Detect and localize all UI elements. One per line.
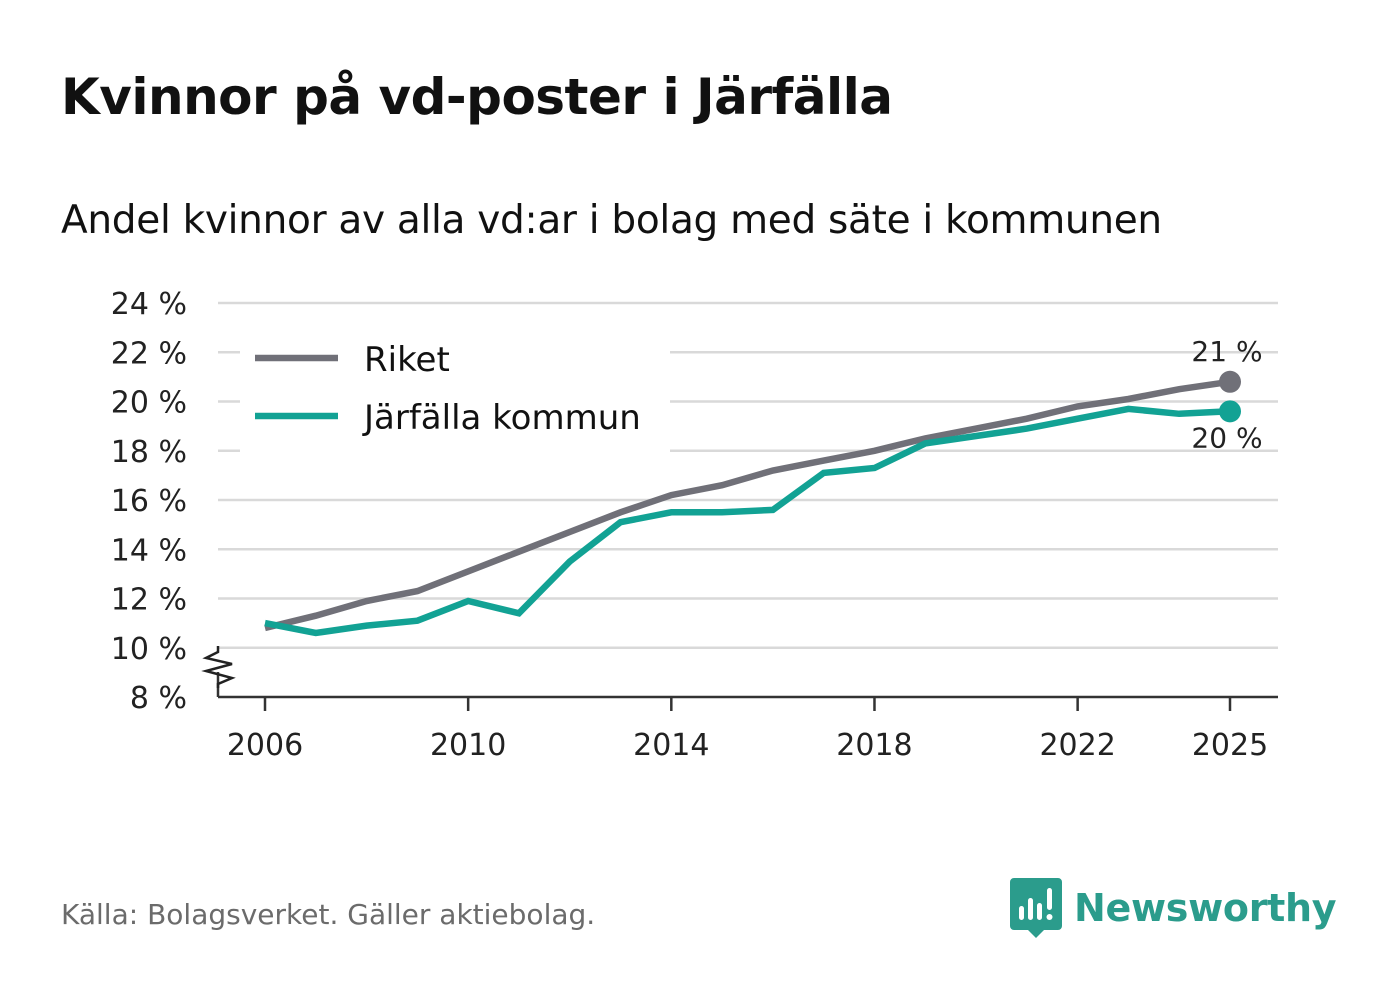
x-tick-label: 2025 <box>1192 728 1268 763</box>
series-lines <box>264 370 1241 637</box>
x-axis-ticks: 2006 2010 2014 2018 2022 2025 <box>227 697 1268 763</box>
axes <box>201 646 1278 699</box>
end-label-jarfalla: 20 % <box>1191 421 1262 454</box>
chart-title: Kvinnor på vd-poster i Järfälla <box>61 68 893 126</box>
x-tick-label: 2018 <box>836 728 912 763</box>
end-point-riket <box>1219 370 1241 393</box>
y-tick-label: 14 % <box>111 533 187 568</box>
axis-break-icon <box>201 646 236 688</box>
y-tick-label: 12 % <box>111 583 187 618</box>
end-label-riket: 21 % <box>1191 335 1262 368</box>
x-tick-label: 2022 <box>1039 728 1115 763</box>
chart-subtitle: Andel kvinnor av alla vd:ar i bolag med … <box>61 198 1162 243</box>
x-tick-label: 2006 <box>227 728 303 763</box>
end-labels: 21 % 20 % <box>1191 335 1262 455</box>
end-point-jarfalla <box>1219 400 1241 423</box>
legend-background <box>240 330 670 452</box>
y-tick-label: 8 % <box>130 681 187 716</box>
series-line-riket <box>264 378 1231 632</box>
y-axis-ticks: 8 % 10 % 12 % 14 % 16 % 18 % 20 % 22 % 24 % <box>111 287 187 716</box>
legend-label-riket: Riket <box>364 340 450 380</box>
brand-name: Newsworthy <box>1074 886 1337 930</box>
y-tick-label: 24 % <box>111 287 187 322</box>
y-tick-label: 16 % <box>111 484 187 519</box>
y-tick-label: 20 % <box>111 386 187 421</box>
series-line-jarfalla <box>264 405 1231 637</box>
source-note: Källa: Bolagsverket. Gäller aktiebolag. <box>61 898 596 931</box>
brand-logo: Newsworthy <box>1010 876 1337 940</box>
legend: Riket Järfälla kommun <box>240 330 670 452</box>
x-tick-label: 2014 <box>633 728 709 763</box>
legend-label-jarfalla: Järfälla kommun <box>362 398 641 438</box>
newsworthy-logo-icon <box>1010 878 1062 938</box>
y-tick-label: 10 % <box>111 632 187 667</box>
y-tick-label: 22 % <box>111 336 187 371</box>
y-tick-label: 18 % <box>111 435 187 470</box>
x-tick-label: 2010 <box>430 728 506 763</box>
